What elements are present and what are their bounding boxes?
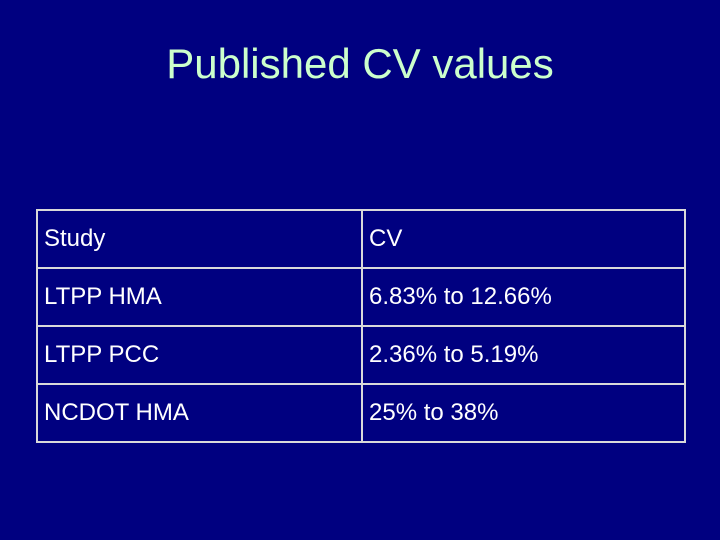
table-cell: NCDOT HMA xyxy=(36,383,363,443)
table-cell: 2.36% to 5.19% xyxy=(361,325,686,385)
table-row: LTPP HMA 6.83% to 12.66% xyxy=(36,267,686,327)
cv-table: Study CV LTPP HMA 6.83% to 12.66% LTPP PCC 2.… xyxy=(36,209,686,443)
table-cell: 6.83% to 12.66% xyxy=(361,267,686,327)
table-cell: 25% to 38% xyxy=(361,383,686,443)
table-row: NCDOT HMA 25% to 38% xyxy=(36,383,686,443)
slide-title: Published CV values xyxy=(166,40,554,87)
table-cell: LTPP PCC xyxy=(36,325,363,385)
table-row: Study CV xyxy=(36,209,686,269)
table-row: LTPP PCC 2.36% to 5.19% xyxy=(36,325,686,385)
header-cell: CV xyxy=(361,209,686,269)
header-cell: Study xyxy=(36,209,363,269)
table-cell: LTPP HMA xyxy=(36,267,363,327)
